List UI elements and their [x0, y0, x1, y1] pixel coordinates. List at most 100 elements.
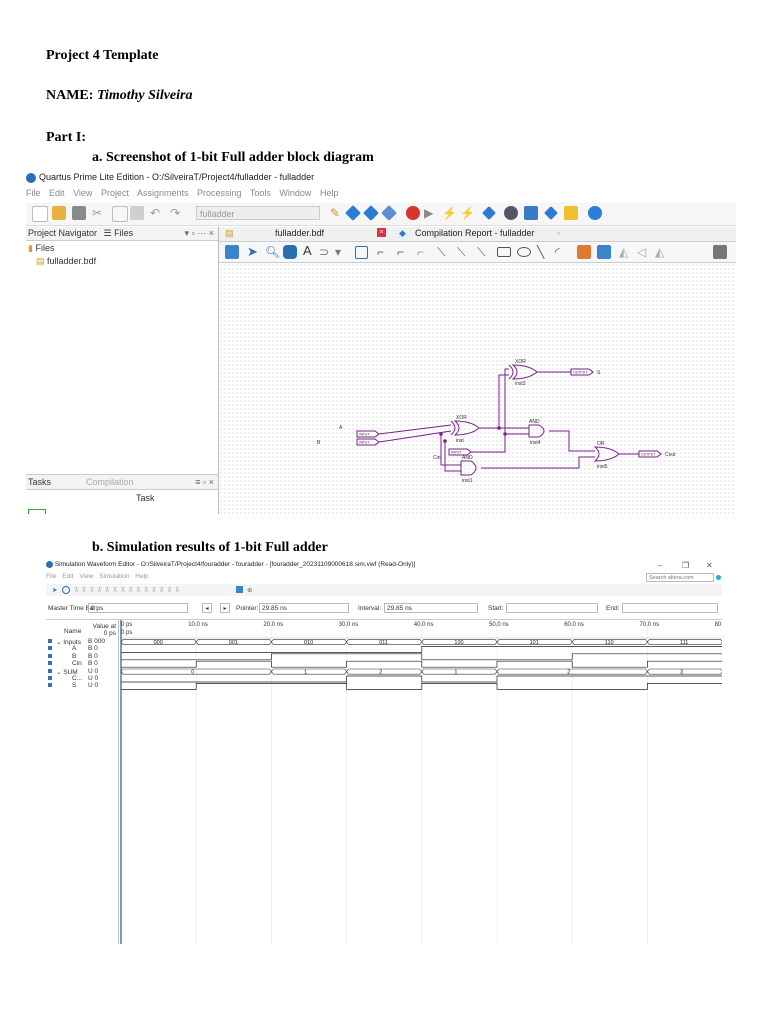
wf-menu-edit[interactable]: Edit [62, 573, 74, 580]
wf-menu-view[interactable]: View [79, 573, 94, 580]
start-compilation-icon[interactable]: ▶ [424, 206, 434, 220]
wf-extra-icon[interactable]: ⊕ [247, 587, 253, 594]
inputs-bus-value-label: 001 [229, 640, 238, 646]
ip-catalog-icon[interactable] [564, 206, 578, 220]
analyzer-icon[interactable]: ⚡ [460, 206, 475, 220]
flip-vertical-icon[interactable]: ◁ [637, 245, 647, 259]
prev-transition-button[interactable]: ◂ [202, 603, 212, 613]
programmer-icon[interactable] [544, 206, 558, 220]
start-field[interactable] [506, 603, 598, 613]
arc-tool-icon[interactable]: ◜ [555, 245, 560, 259]
minimize-icon[interactable]: – [658, 561, 663, 570]
ellipse-tool-icon[interactable] [517, 247, 531, 257]
fitter-icon[interactable] [381, 205, 397, 221]
diagonal-node-icon[interactable]: ⟍ [437, 245, 446, 259]
wf-value-tools-icon[interactable]: ⊼⊼⊼⊼⊼⊼⊼⊼⊼⊼⊼⊼⊼⊼ [74, 587, 183, 594]
synthesis-icon[interactable] [363, 205, 379, 221]
symbol-tool-icon[interactable]: ⊃ [319, 245, 330, 259]
new-file-icon[interactable] [32, 206, 48, 222]
copy-icon[interactable] [112, 206, 128, 222]
menu-file[interactable]: File [26, 188, 41, 198]
cut-icon[interactable]: ✂ [92, 206, 103, 220]
tab-compilation-report[interactable]: Compilation Report - fulladder [415, 228, 535, 238]
end-field[interactable] [622, 603, 718, 613]
redo-icon[interactable]: ↷ [170, 206, 181, 220]
tasks-combo[interactable]: Compilation [86, 477, 134, 487]
diagonal-bus-icon[interactable]: ⟍ [457, 245, 466, 259]
menu-project[interactable]: Project [100, 188, 129, 198]
help-bubble-icon[interactable] [588, 206, 602, 220]
output-pin-cout [638, 450, 662, 458]
wf-menu-file[interactable]: File [46, 573, 57, 580]
paste-icon[interactable] [130, 206, 144, 220]
search-go-icon[interactable] [716, 575, 721, 580]
save-icon[interactable] [72, 206, 86, 220]
menu-assignments[interactable]: Assignments [136, 188, 189, 198]
pointer-field[interactable]: 29.85 ns [259, 603, 349, 613]
schematic-canvas[interactable]: A B Cin S Cout INPUT INPUT INPUT OUTPUT … [219, 263, 736, 514]
tab-fulladder-bdf[interactable]: fulladder.bdf [275, 228, 325, 238]
close-window-icon[interactable]: ✕ [706, 561, 713, 570]
search-field[interactable] [646, 573, 714, 582]
wf-zoom-tool-icon[interactable] [62, 586, 70, 594]
flip-horizontal-icon[interactable]: ◭ [619, 245, 629, 259]
conduit-icon[interactable]: ⌐ [417, 245, 425, 259]
timing-icon[interactable]: ⚡ [442, 206, 457, 220]
file-item-fulladder[interactable]: ▤ fulladder.bdf [26, 254, 218, 267]
signal-row[interactable]: B B 0 [46, 653, 118, 660]
menu-tools[interactable]: Tools [249, 188, 271, 198]
block-tool-icon[interactable] [355, 246, 368, 259]
zoom-tool-icon[interactable]: 🔍︎ [265, 245, 281, 259]
close-report-tab-icon[interactable]: ▫ [557, 228, 561, 238]
stop-icon[interactable] [406, 206, 420, 220]
menu-view[interactable]: View [73, 188, 93, 198]
pin-tool-icon[interactable]: ▾ [335, 245, 342, 259]
open-folder-icon[interactable] [52, 206, 66, 220]
rotate-icon[interactable]: ◭ [655, 245, 665, 259]
block-save-icon[interactable] [713, 245, 727, 259]
tasks-controls-icon[interactable]: ≡ ▫ × [195, 477, 214, 487]
signal-row[interactable]: A B 0 [46, 645, 118, 652]
navigator-view-selector[interactable]: ☰ Files [103, 228, 134, 238]
next-transition-button[interactable]: ▸ [220, 603, 230, 613]
selection-tool-icon[interactable]: ➤ [247, 244, 258, 259]
chip-planner-icon[interactable] [504, 206, 518, 220]
diagonal-conduit-icon[interactable]: ⟍ [477, 245, 486, 259]
rectangle-tool-icon[interactable] [497, 247, 511, 257]
text-tool-icon[interactable]: A [303, 243, 312, 258]
signal-row[interactable]: S U 0 [46, 682, 118, 689]
menu-processing[interactable]: Processing [197, 188, 242, 198]
signal-row[interactable]: ⌄ SUM U 0 [46, 668, 118, 676]
master-time-field[interactable]: 0 ps [88, 603, 188, 613]
netlist-icon[interactable] [482, 206, 496, 220]
project-combo[interactable]: fulladder [196, 206, 320, 220]
menu-help[interactable]: Help [319, 188, 339, 198]
signal-name: ⌄ Inputs [56, 639, 81, 646]
detach-window-icon[interactable] [225, 245, 239, 259]
signal-row[interactable]: Cin B 0 [46, 660, 118, 667]
interval-field[interactable]: 29.85 ns [384, 603, 478, 613]
files-folder[interactable]: ▮ Files [26, 241, 218, 254]
menu-window[interactable]: Window [279, 188, 312, 198]
wf-select-tool-icon[interactable]: ➤ [52, 587, 58, 594]
navigator-controls-icon[interactable]: ▾ ▫ ⋯ × [184, 228, 214, 238]
wf-menu-simulation[interactable]: Simulation [99, 573, 130, 580]
restore-icon[interactable]: ❐ [682, 561, 690, 570]
orthogonal-bus-icon[interactable]: ⌐ [397, 245, 405, 259]
line-tool-icon[interactable]: ╲ [537, 245, 545, 259]
rubberbanding-icon[interactable] [597, 245, 611, 259]
project-navigator-pane: Project Navigator ☰ Files ▾ ▫ ⋯ × ▮ File… [26, 227, 219, 514]
wf-snap-icon[interactable] [236, 586, 243, 593]
hand-tool-icon[interactable] [283, 245, 297, 259]
orthogonal-node-icon[interactable]: ⌐ [377, 245, 385, 259]
signal-row[interactable]: ⌄ Inputs B 000 [46, 638, 118, 646]
wf-menu-help[interactable]: Help [135, 573, 149, 580]
analysis-icon[interactable] [345, 205, 361, 221]
signal-row[interactable]: C... U 0 [46, 675, 118, 682]
settings-icon[interactable]: ✎ [330, 206, 341, 220]
close-tab-icon[interactable]: × [377, 228, 386, 237]
menu-edit[interactable]: Edit [49, 188, 65, 198]
undo-icon[interactable]: ↶ [150, 206, 161, 220]
partial-line-select-icon[interactable] [577, 245, 591, 259]
pin-planner-icon[interactable] [524, 206, 538, 220]
